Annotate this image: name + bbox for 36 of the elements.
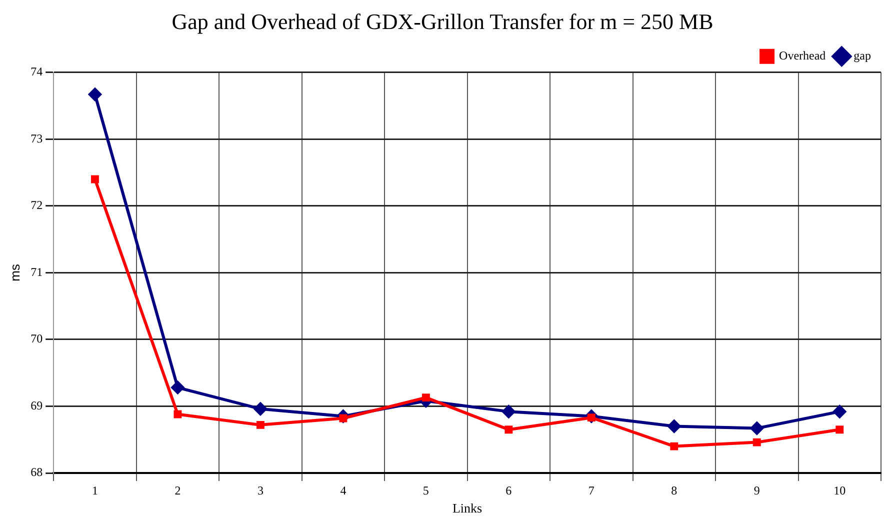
x-tick-label: 9 <box>754 483 760 498</box>
point <box>750 422 764 435</box>
point <box>90 175 99 184</box>
point <box>254 402 267 416</box>
y-tick-label: 73 <box>30 131 43 146</box>
x-tick-label: 4 <box>340 483 346 498</box>
x-tick-label: 5 <box>422 483 429 498</box>
chart-title: Gap and Overhead of GDX-Grillon Transfer for m = 250 MB <box>172 8 714 34</box>
x-tick-label: 10 <box>834 483 846 498</box>
y-tick-label: 72 <box>30 198 43 212</box>
y-tick-label: 71 <box>30 264 43 279</box>
point <box>88 88 102 101</box>
point <box>668 420 681 433</box>
x-tick-label: 8 <box>671 483 678 498</box>
y-tick-label: 69 <box>30 398 43 412</box>
legend-label: gap <box>854 48 871 63</box>
y-tick-label: 68 <box>30 465 43 480</box>
legend-label: Overhead <box>779 48 826 63</box>
x-tick-label: 3 <box>257 483 264 498</box>
point <box>502 405 516 418</box>
y-tick-label: 70 <box>30 332 43 346</box>
x-tick-label: 2 <box>174 483 181 498</box>
point <box>171 381 184 394</box>
point <box>833 405 846 418</box>
point <box>256 420 264 429</box>
point <box>504 426 513 434</box>
x-tick-label: 6 <box>506 483 512 498</box>
point <box>836 426 844 434</box>
y-tick-label: 74 <box>30 64 43 79</box>
y-axis-title: ms <box>7 264 22 282</box>
x-axis-title: Links <box>452 500 482 516</box>
x-tick-label: 1 <box>92 483 98 498</box>
x-tick-label: 7 <box>588 483 594 498</box>
point <box>670 442 678 450</box>
point <box>752 438 761 446</box>
point <box>174 410 182 418</box>
